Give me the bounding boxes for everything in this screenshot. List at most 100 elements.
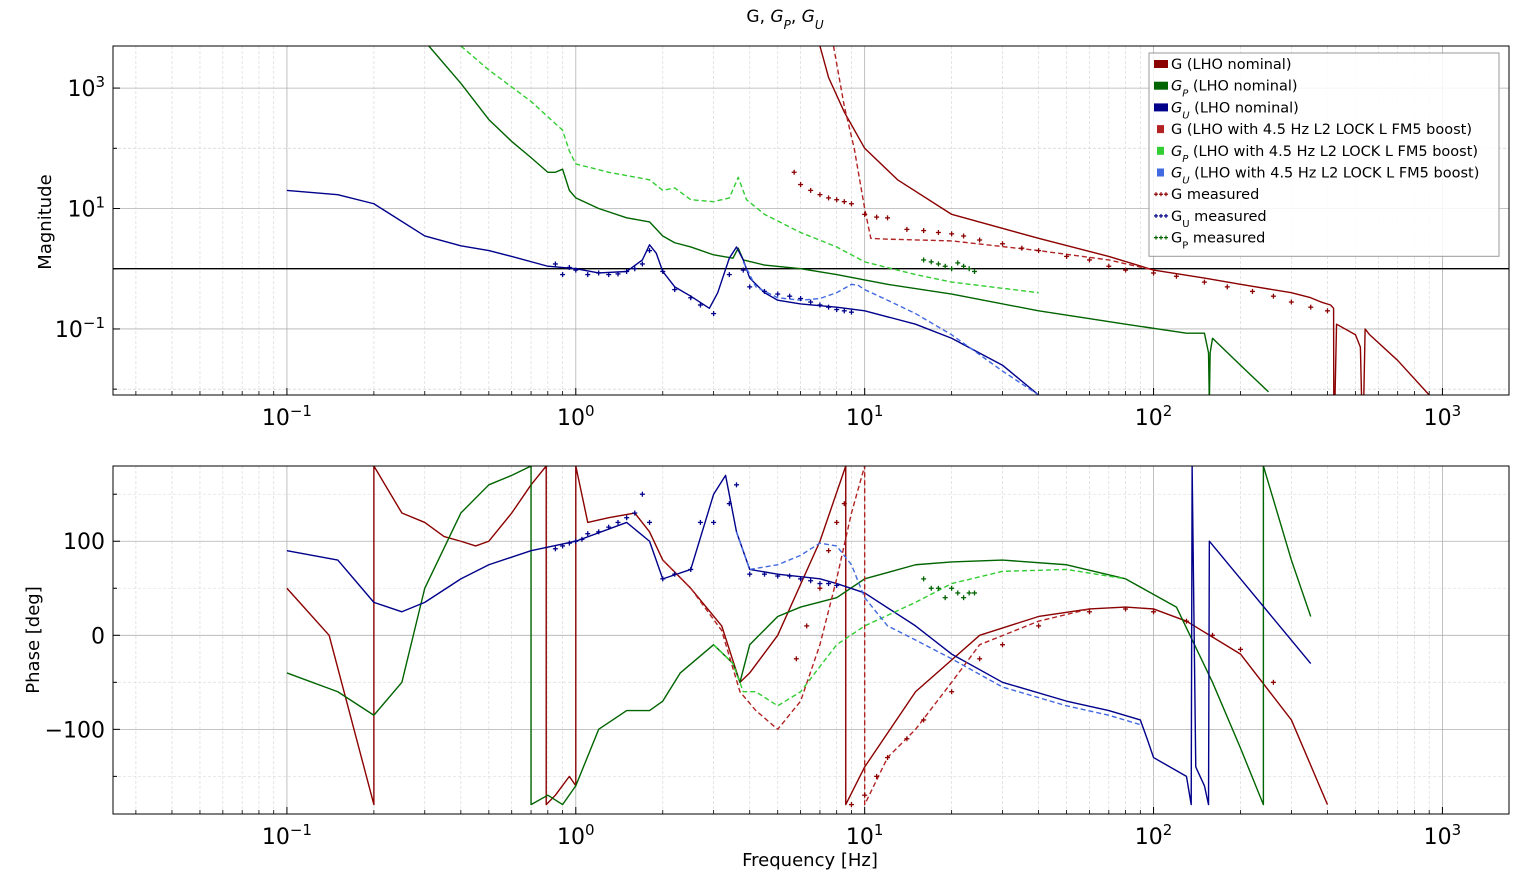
measured-point (966, 590, 972, 596)
measured-point (848, 802, 854, 808)
measured-point (1238, 646, 1244, 652)
measured-point (1270, 293, 1276, 299)
measured-point (606, 272, 612, 278)
measured-point (632, 266, 638, 272)
measured-point (672, 571, 678, 577)
measured-point (1000, 241, 1006, 247)
measured-point (793, 656, 799, 662)
measured-point (726, 272, 732, 278)
measured-point (761, 571, 767, 577)
measured-point (798, 576, 804, 582)
measured-point (660, 576, 666, 582)
mag-ytick-label: 101 (67, 194, 105, 223)
legend-entry: G measured (1154, 187, 1259, 203)
measured-point (928, 259, 934, 265)
measured-point (834, 197, 840, 203)
legend-label: GU (LHO nominal) (1171, 100, 1299, 121)
measured-point (817, 302, 823, 308)
mag-ytick-label: 10−1 (55, 314, 105, 343)
measured-point (972, 268, 978, 274)
legend-entry: G (LHO with 4.5 Hz L2 LOCK L FM5 boost) (1157, 122, 1472, 138)
phase-ytick-label: −100 (45, 718, 105, 743)
measured-point (935, 229, 941, 235)
measured-point (955, 590, 961, 596)
legend-swatch (1154, 103, 1168, 112)
measured-point (1308, 304, 1314, 310)
measured-point (632, 510, 638, 516)
legend-label: GU measured (1171, 209, 1267, 230)
measured-point (606, 524, 612, 530)
measured-point (961, 263, 967, 269)
measured-point (826, 581, 832, 587)
measured-point (624, 268, 630, 274)
measured-point (711, 519, 717, 525)
measured-point (596, 529, 602, 535)
measured-point (921, 717, 927, 723)
measured-point (817, 192, 823, 198)
measured-point (935, 585, 941, 591)
measured-point (615, 519, 621, 525)
magnitude-plot-area (113, 46, 1509, 395)
phase-grid (113, 466, 1509, 814)
measured-point (808, 578, 814, 584)
measured-point (798, 296, 804, 302)
measured-point (874, 214, 880, 220)
measured-point (552, 546, 558, 552)
measured-point (1151, 609, 1157, 615)
legend-entry: GU (LHO nominal) (1154, 100, 1299, 121)
measured-point (1106, 263, 1112, 269)
phase-ticks: 10−1 100 101 102 103 100 0 −100 (45, 493, 1462, 850)
measured-point (834, 582, 840, 588)
phase-xtick-label: 103 (1424, 821, 1462, 850)
series-g_nominal-line (819, 46, 1430, 395)
measured-point (761, 288, 767, 294)
measured-point (747, 284, 753, 290)
measured-point (928, 585, 934, 591)
measured-point (787, 573, 793, 579)
measured-point (874, 773, 880, 779)
series-gp_nominal-line (428, 46, 1269, 395)
legend-entry: GU (LHO with 4.5 Hz L2 LOCK L FM5 boost) (1157, 166, 1479, 187)
measured-point (639, 491, 645, 497)
legend-label: GU (LHO with 4.5 Hz L2 LOCK L FM5 boost) (1171, 166, 1479, 187)
measured-point (1123, 606, 1129, 612)
measured-point (560, 272, 566, 278)
measured-point (1123, 267, 1129, 273)
measured-point (1086, 609, 1092, 615)
legend-entry: GP (LHO with 4.5 Hz L2 LOCK L FM5 boost) (1157, 144, 1478, 165)
measured-point (747, 571, 753, 577)
mag-xtick-label: 10−1 (262, 402, 312, 431)
measured-point (740, 267, 746, 273)
legend-swatch (1154, 81, 1168, 90)
series-gu_boost-line (742, 261, 1039, 395)
measured-point (1324, 308, 1330, 314)
measured-point (808, 187, 814, 193)
measured-point (734, 482, 740, 488)
phase-xtick-label: 102 (1135, 821, 1173, 850)
series-gp_boost-line (713, 568, 1126, 707)
legend-label: GP (LHO with 4.5 Hz L2 LOCK L FM5 boost) (1171, 144, 1478, 165)
measured-point (1224, 284, 1230, 290)
measured-point (841, 308, 847, 314)
measured-point (596, 270, 602, 276)
measured-point (639, 261, 645, 267)
measured-point (566, 264, 572, 270)
measured-point (977, 237, 983, 243)
measured-point (1151, 270, 1157, 276)
measured-point (885, 755, 891, 761)
measured-point (1210, 632, 1216, 638)
measured-point (826, 548, 832, 554)
measured-point (949, 689, 955, 695)
phase-frame (112, 465, 1510, 815)
measured-point (921, 576, 927, 582)
series-g_boost-line (832, 46, 1154, 271)
measured-point (573, 267, 579, 273)
legend-label: G (LHO nominal) (1171, 57, 1291, 73)
measured-point (949, 585, 955, 591)
measured-point (585, 272, 591, 278)
legend-label: GP (LHO nominal) (1171, 79, 1298, 100)
mag-ytick-label: 103 (67, 73, 105, 102)
measured-point (711, 311, 717, 317)
measured-point (1270, 679, 1276, 685)
phase-xtick-label: 101 (846, 821, 884, 850)
